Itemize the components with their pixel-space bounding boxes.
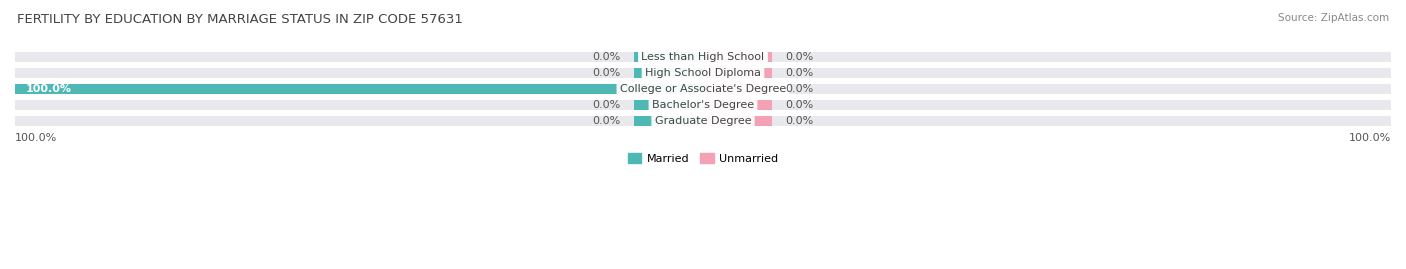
Bar xyxy=(703,84,1391,94)
Bar xyxy=(634,68,703,78)
Text: Less than High School: Less than High School xyxy=(641,52,765,62)
Text: 0.0%: 0.0% xyxy=(786,84,814,94)
Bar xyxy=(634,52,703,62)
Text: 0.0%: 0.0% xyxy=(786,68,814,78)
Text: 100.0%: 100.0% xyxy=(1348,133,1391,143)
Text: 0.0%: 0.0% xyxy=(592,100,620,110)
Text: High School Diploma: High School Diploma xyxy=(645,68,761,78)
Bar xyxy=(15,116,703,126)
Text: College or Associate's Degree: College or Associate's Degree xyxy=(620,84,786,94)
Text: 100.0%: 100.0% xyxy=(25,84,72,94)
Text: 100.0%: 100.0% xyxy=(15,133,58,143)
Bar xyxy=(15,84,703,94)
Text: 0.0%: 0.0% xyxy=(786,116,814,126)
Text: 0.0%: 0.0% xyxy=(592,68,620,78)
Bar xyxy=(703,116,1391,126)
Text: 0.0%: 0.0% xyxy=(786,100,814,110)
Bar xyxy=(703,52,1391,62)
Bar xyxy=(703,116,772,126)
Bar xyxy=(703,100,1391,110)
Text: 0.0%: 0.0% xyxy=(786,52,814,62)
Bar xyxy=(15,100,703,110)
Bar xyxy=(703,68,772,78)
Text: 0.0%: 0.0% xyxy=(592,52,620,62)
Bar xyxy=(703,100,772,110)
Text: 0.0%: 0.0% xyxy=(592,116,620,126)
Bar xyxy=(634,116,703,126)
Bar xyxy=(15,68,703,78)
Bar xyxy=(634,100,703,110)
Bar xyxy=(15,52,703,62)
Text: Source: ZipAtlas.com: Source: ZipAtlas.com xyxy=(1278,13,1389,23)
Text: FERTILITY BY EDUCATION BY MARRIAGE STATUS IN ZIP CODE 57631: FERTILITY BY EDUCATION BY MARRIAGE STATU… xyxy=(17,13,463,26)
Bar xyxy=(703,68,1391,78)
Bar xyxy=(15,84,703,94)
Legend: Married, Unmarried: Married, Unmarried xyxy=(623,148,783,168)
Text: Graduate Degree: Graduate Degree xyxy=(655,116,751,126)
Bar xyxy=(703,84,772,94)
Bar xyxy=(703,52,772,62)
Text: Bachelor's Degree: Bachelor's Degree xyxy=(652,100,754,110)
